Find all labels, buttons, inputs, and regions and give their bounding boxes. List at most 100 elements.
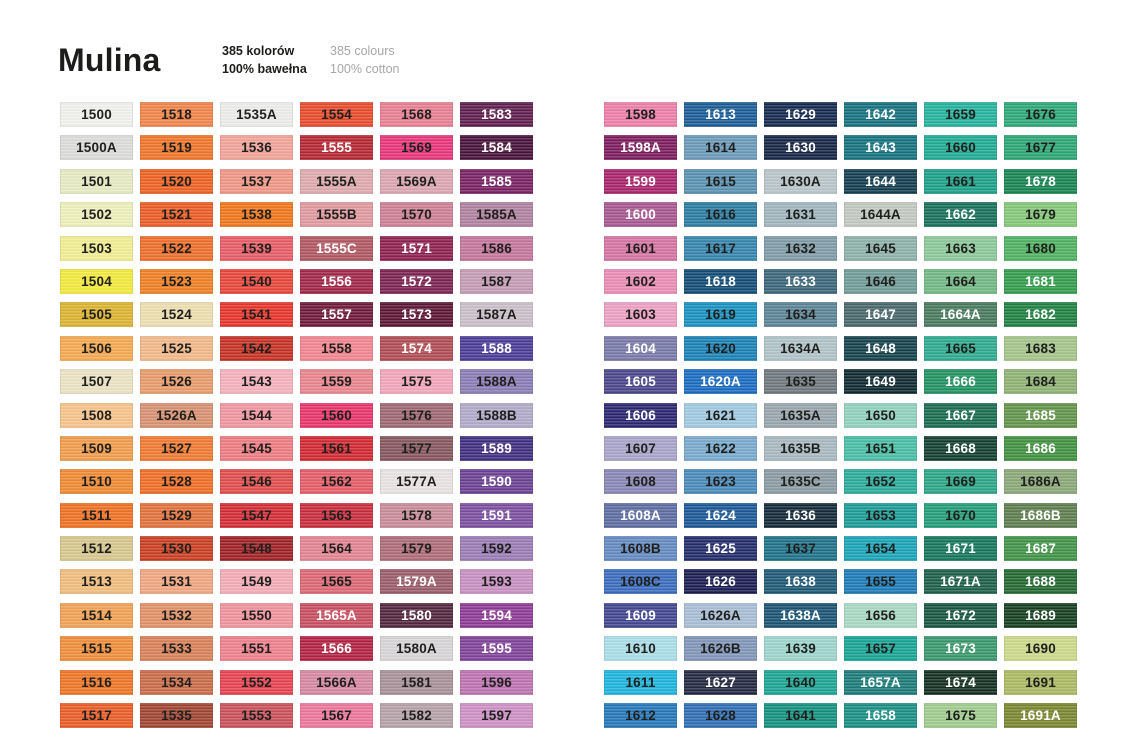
page-title: Mulina (58, 42, 161, 78)
specs-english: 385 colours 100% cotton (330, 44, 400, 76)
color-swatch-1644: 1644 (844, 168, 917, 194)
color-swatch-1585: 1585 (460, 168, 533, 194)
color-swatch-1683: 1683 (1004, 335, 1077, 361)
color-swatch-1639: 1639 (764, 636, 837, 662)
color-swatch-1680: 1680 (1004, 235, 1077, 261)
color-swatch-1649: 1649 (844, 369, 917, 395)
color-swatch-1624: 1624 (684, 502, 757, 528)
color-swatch-1535: 1535 (140, 703, 213, 729)
color-swatch-1605: 1605 (604, 369, 677, 395)
color-swatch-1630A: 1630A (764, 168, 837, 194)
color-swatch-1617: 1617 (684, 235, 757, 261)
color-swatch-1612: 1612 (604, 703, 677, 729)
color-swatch-1628: 1628 (684, 703, 757, 729)
color-swatch-1523: 1523 (140, 268, 213, 294)
color-swatch-1668: 1668 (924, 435, 997, 461)
color-swatch-1547: 1547 (220, 502, 293, 528)
color-swatch-1601: 1601 (604, 235, 677, 261)
color-swatch-1570: 1570 (380, 202, 453, 228)
color-swatch-1527: 1527 (140, 435, 213, 461)
color-swatch-1577: 1577 (380, 435, 453, 461)
color-swatch-1565: 1565 (300, 569, 373, 595)
color-swatch-1655: 1655 (844, 569, 917, 595)
color-swatch-1678: 1678 (1004, 168, 1077, 194)
color-swatch-1518: 1518 (140, 102, 213, 127)
color-swatch-1500A: 1500A (60, 135, 133, 161)
color-swatch-1664A: 1664A (924, 302, 997, 328)
color-swatch-1600: 1600 (604, 202, 677, 228)
color-swatch-1634: 1634 (764, 302, 837, 328)
color-swatch-1531: 1531 (140, 569, 213, 595)
color-swatch-1630: 1630 (764, 135, 837, 161)
color-swatch-1626: 1626 (684, 569, 757, 595)
color-swatch-1652: 1652 (844, 469, 917, 495)
color-swatch-1513: 1513 (60, 569, 133, 595)
color-swatch-1566: 1566 (300, 636, 373, 662)
color-swatch-1569A: 1569A (380, 168, 453, 194)
color-swatch-1580A: 1580A (380, 636, 453, 662)
color-swatch-1560: 1560 (300, 402, 373, 428)
color-swatch-1519: 1519 (140, 135, 213, 161)
color-swatch-1548: 1548 (220, 536, 293, 562)
color-swatch-1597: 1597 (460, 703, 533, 729)
color-swatch-1574: 1574 (380, 335, 453, 361)
color-swatch-1670: 1670 (924, 502, 997, 528)
color-swatch-1663: 1663 (924, 235, 997, 261)
color-swatch-1619: 1619 (684, 302, 757, 328)
color-swatch-1607: 1607 (604, 435, 677, 461)
color-swatch-1520: 1520 (140, 168, 213, 194)
color-swatch-1635B: 1635B (764, 435, 837, 461)
color-swatch-1685: 1685 (1004, 402, 1077, 428)
color-swatch-1598: 1598 (604, 102, 677, 127)
color-swatch-1590: 1590 (460, 469, 533, 495)
color-swatch-1528: 1528 (140, 469, 213, 495)
color-swatch-1629: 1629 (764, 102, 837, 127)
color-swatch-1660: 1660 (924, 135, 997, 161)
color-swatch-1578: 1578 (380, 502, 453, 528)
color-swatch-1676: 1676 (1004, 102, 1077, 127)
color-swatch-1633: 1633 (764, 268, 837, 294)
color-swatch-1555B: 1555B (300, 202, 373, 228)
color-swatch-1587A: 1587A (460, 302, 533, 328)
color-swatch-1604: 1604 (604, 335, 677, 361)
color-swatch-1671A: 1671A (924, 569, 997, 595)
color-swatch-1691A: 1691A (1004, 703, 1077, 729)
color-swatch-1579: 1579 (380, 536, 453, 562)
color-swatch-1576: 1576 (380, 402, 453, 428)
color-swatch-1623: 1623 (684, 469, 757, 495)
color-swatch-1666: 1666 (924, 369, 997, 395)
color-swatch-1620: 1620 (684, 335, 757, 361)
color-swatch-1529: 1529 (140, 502, 213, 528)
color-swatch-1514: 1514 (60, 602, 133, 628)
color-swatch-1577A: 1577A (380, 469, 453, 495)
color-swatch-1681: 1681 (1004, 268, 1077, 294)
color-swatch-1645: 1645 (844, 235, 917, 261)
color-swatch-1521: 1521 (140, 202, 213, 228)
color-swatch-1551: 1551 (220, 636, 293, 662)
color-swatch-1508: 1508 (60, 402, 133, 428)
color-swatch-1536: 1536 (220, 135, 293, 161)
color-swatch-1541: 1541 (220, 302, 293, 328)
color-swatch-1522: 1522 (140, 235, 213, 261)
color-swatch-1580: 1580 (380, 602, 453, 628)
color-swatch-1632: 1632 (764, 235, 837, 261)
color-swatch-1627: 1627 (684, 669, 757, 695)
color-swatch-1585A: 1585A (460, 202, 533, 228)
color-swatch-1500: 1500 (60, 102, 133, 127)
color-swatch-1515: 1515 (60, 636, 133, 662)
color-swatch-1558: 1558 (300, 335, 373, 361)
color-swatch-1581: 1581 (380, 669, 453, 695)
color-swatch-1568: 1568 (380, 102, 453, 127)
color-swatch-1599: 1599 (604, 168, 677, 194)
color-swatch-1588: 1588 (460, 335, 533, 361)
color-swatch-1679: 1679 (1004, 202, 1077, 228)
color-swatch-1546: 1546 (220, 469, 293, 495)
color-swatch-1575: 1575 (380, 369, 453, 395)
color-swatch-1637: 1637 (764, 536, 837, 562)
color-swatch-1509: 1509 (60, 435, 133, 461)
color-swatch-1516: 1516 (60, 669, 133, 695)
color-swatch-1662: 1662 (924, 202, 997, 228)
color-swatch-1530: 1530 (140, 536, 213, 562)
color-swatch-1647: 1647 (844, 302, 917, 328)
